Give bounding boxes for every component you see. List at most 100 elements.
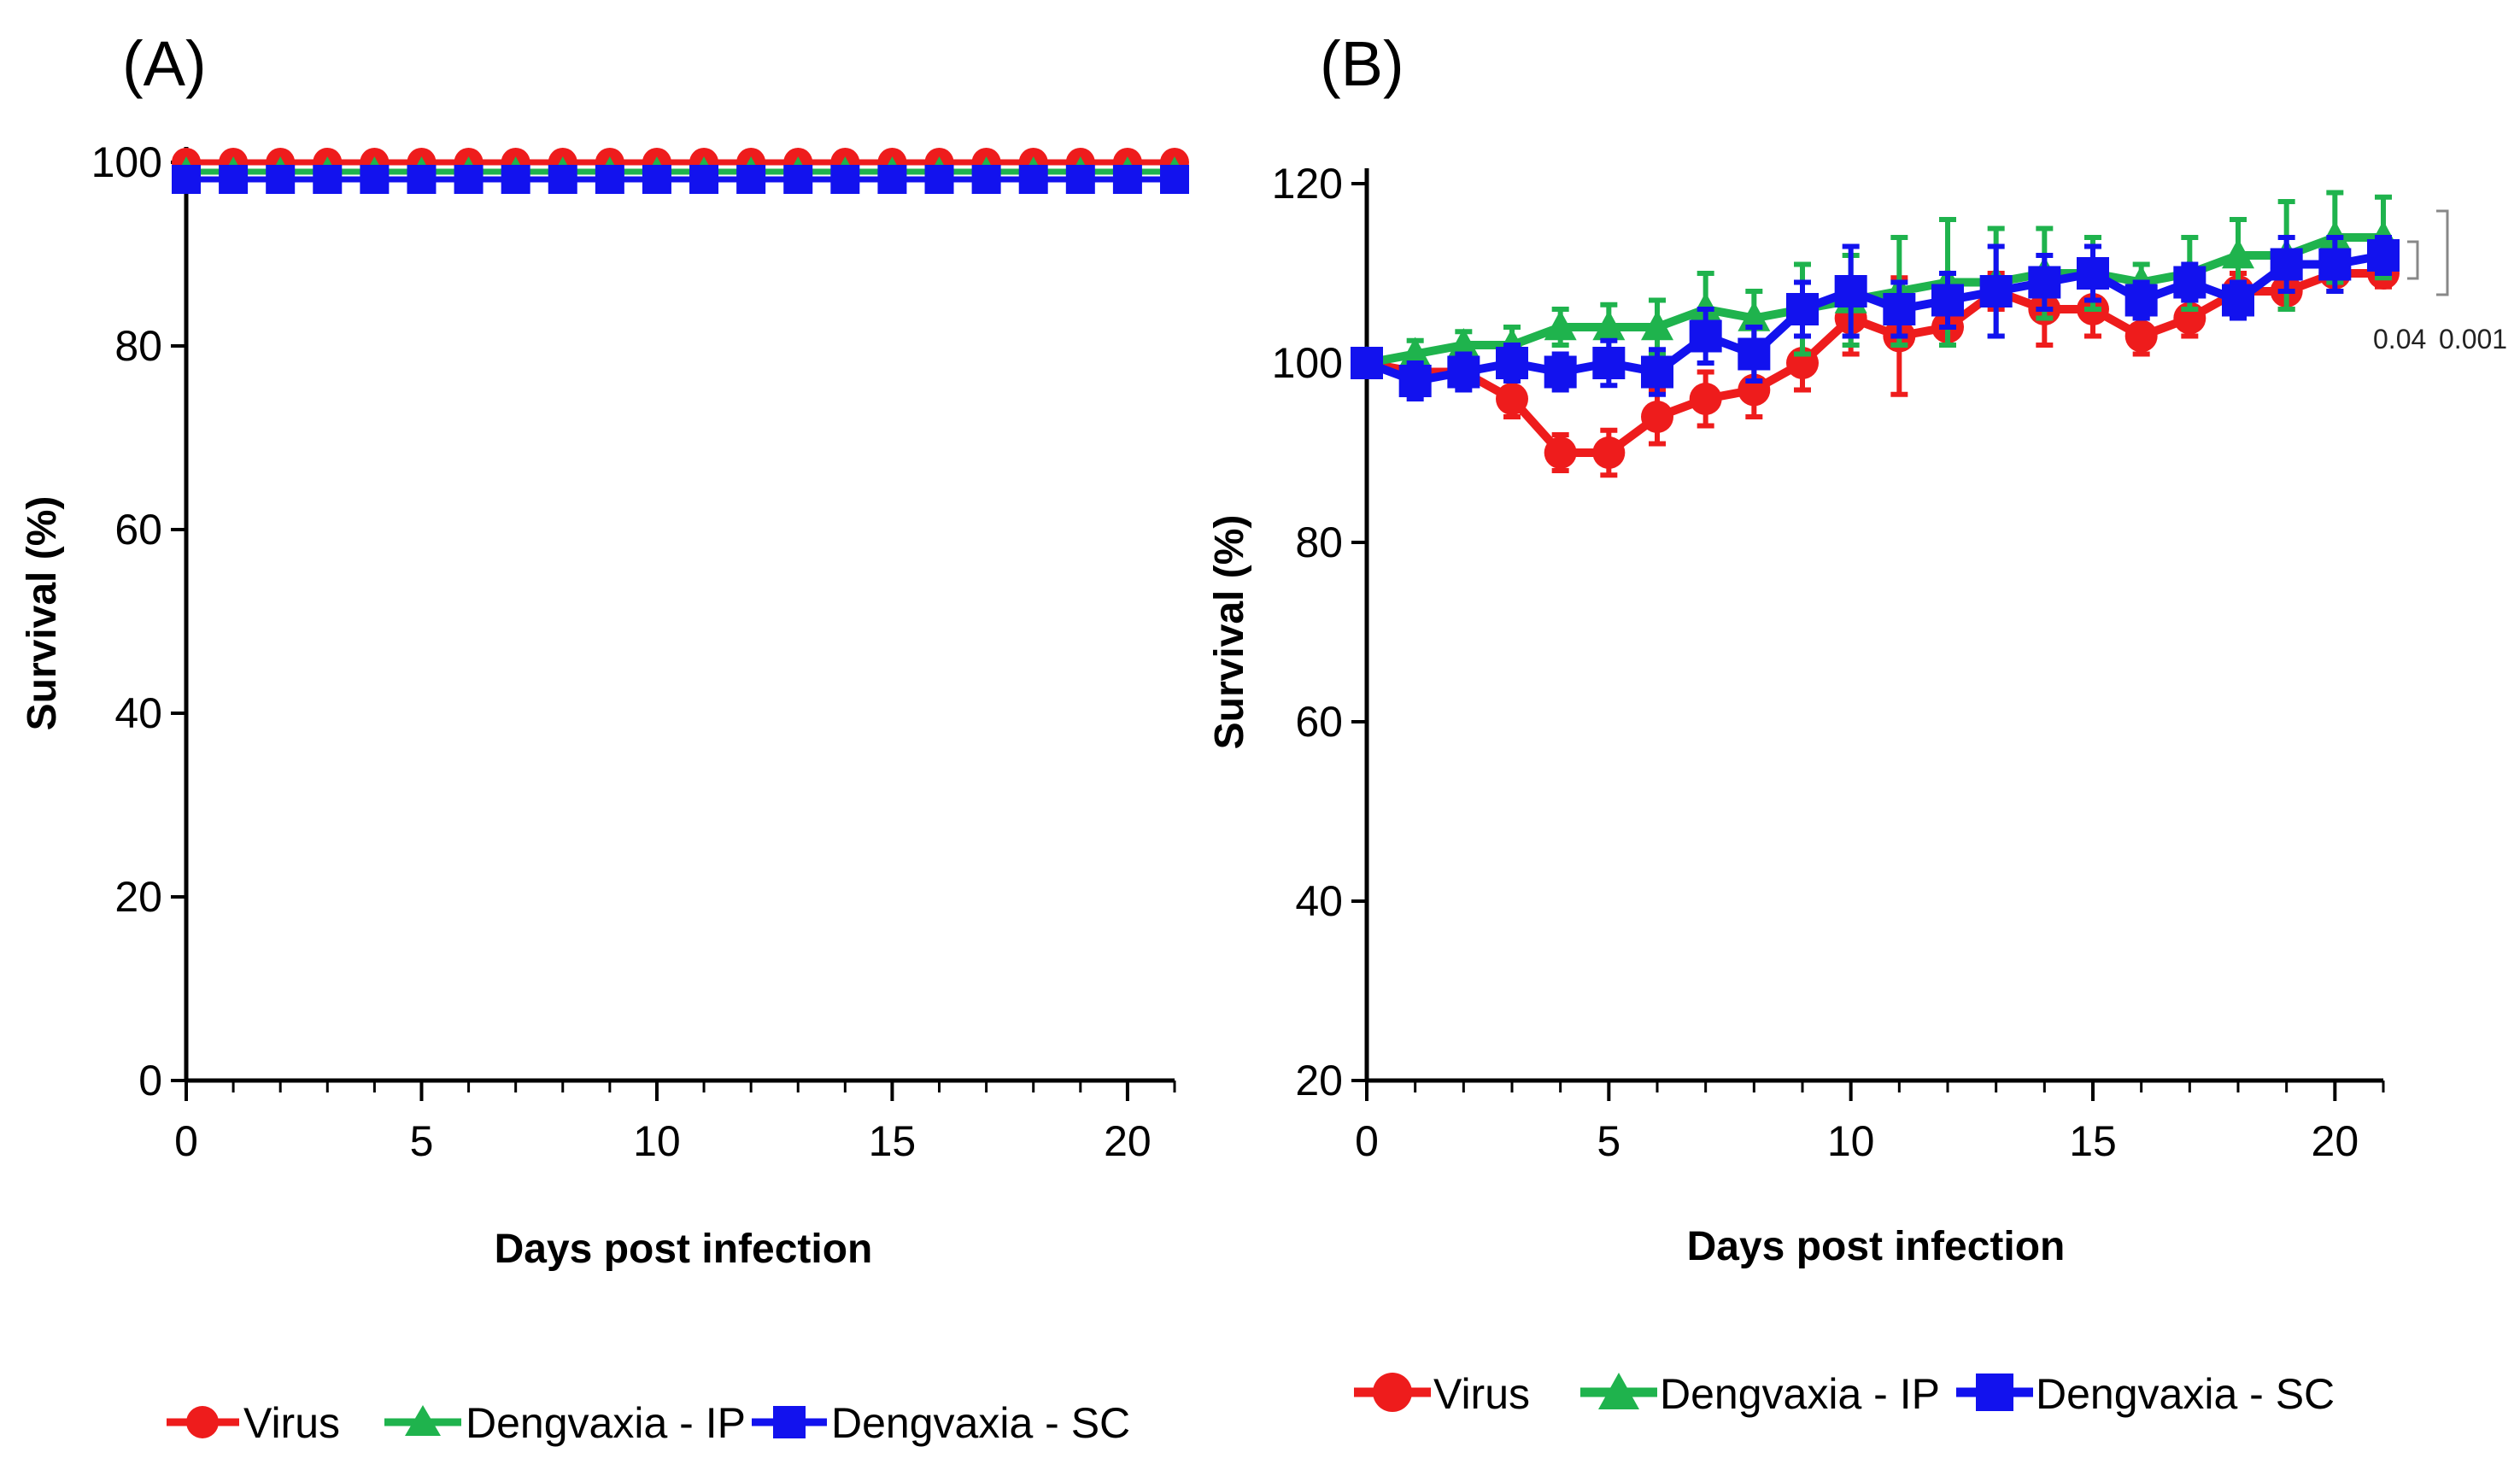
- panel-b-significance: 0.04 0.001: [2373, 209, 2507, 354]
- panel-a-point-square: [877, 165, 907, 194]
- panel-b-point-circle: [2124, 319, 2158, 353]
- panel-b-point-square: [1447, 355, 1480, 389]
- significance-bracket-inner: [2407, 240, 2419, 280]
- panel-b-point-square: [2318, 248, 2352, 281]
- panel-a-y-tick-label: 100: [91, 138, 162, 186]
- panel-b-point-square: [1931, 284, 1964, 317]
- panel-a-point-square: [266, 165, 296, 194]
- panel-a-x-tick-label: 15: [869, 1117, 917, 1165]
- p-value-0-04: 0.04: [2373, 324, 2426, 354]
- panel-a-legend-dengvaxia-sc: Dengvaxia - SC: [752, 1399, 1130, 1447]
- panel-b-y-axis-title: Survival (%): [1207, 515, 1252, 750]
- panel-b-y-tick-label: 40: [1295, 877, 1343, 925]
- panel-b-point-square: [2222, 284, 2254, 317]
- panel-b-x-axis-title: Days post infection: [1687, 1224, 2066, 1269]
- panel-a-point-square: [501, 165, 530, 194]
- panel-a-legend-virus: Virus: [167, 1399, 340, 1447]
- panel-b-point-square: [1398, 365, 1432, 397]
- panel-b-point-square: [1689, 319, 1722, 353]
- panel-b-point-square: [1834, 275, 1867, 308]
- legend-b-virus-label: Virus: [1433, 1370, 1530, 1418]
- panel-a-label: (A): [122, 28, 207, 99]
- panel-b-line-square: [1365, 251, 2384, 385]
- panel-a-point-square: [454, 165, 483, 194]
- panel-a-point-square: [595, 165, 624, 194]
- panel-b-y-tick-label: 20: [1295, 1057, 1343, 1104]
- panel-a-series: [172, 148, 1189, 194]
- panel-a-point-square: [219, 165, 249, 194]
- legend-b-sc-label: Dengvaxia - SC: [2036, 1370, 2335, 1418]
- panel-a-point-square: [313, 165, 343, 194]
- panel-a-point-square: [736, 165, 766, 194]
- panel-b-point-triangle: [1544, 310, 1577, 341]
- panel-b-x-tick-label: 20: [2312, 1117, 2359, 1165]
- panel-b-point-square: [2028, 266, 2061, 299]
- panel-a-legend-dengvaxia-ip: Dengvaxia - IP: [384, 1399, 746, 1447]
- panel-b-legend-dengvaxia-ip: Dengvaxia - IP: [1580, 1370, 1940, 1418]
- panel-b: (B) Survival (%) Days post infection 20 4…: [1207, 28, 2507, 1418]
- panel-b-series-square: [1351, 235, 2400, 401]
- panel-a-y-tick-label: 0: [138, 1057, 162, 1104]
- legend-sc-label: Dengvaxia - SC: [831, 1399, 1130, 1447]
- panel-b-point-square: [2270, 248, 2303, 281]
- panel-a-point-square: [407, 165, 437, 194]
- panel-a-axes: 0 20 40 60 80 100 0 5 10 15 20: [91, 138, 1176, 1165]
- panel-a-point-square: [172, 165, 201, 194]
- panel-a-x-tick-label: 20: [1104, 1117, 1152, 1165]
- legend-virus-circle-marker: [186, 1406, 219, 1438]
- panel-b-y-tick-label: 120: [1272, 160, 1343, 208]
- panel-b-point-triangle: [1398, 337, 1432, 367]
- panel-a-point-square: [1018, 165, 1048, 194]
- panel-b-point-square: [2124, 284, 2158, 317]
- panel-a-y-tick-label: 80: [114, 322, 162, 370]
- panel-b-point-square: [2173, 266, 2206, 299]
- panel-b-y-tick-label: 60: [1295, 698, 1343, 746]
- panel-a-x-tick-label: 0: [174, 1117, 198, 1165]
- panel-a-y-tick-label: 20: [114, 873, 162, 921]
- panel-b-point-square: [2367, 239, 2400, 272]
- legend-ip-label: Dengvaxia - IP: [466, 1399, 746, 1447]
- legend-b-ip-label: Dengvaxia - IP: [1660, 1370, 1940, 1418]
- significance-bracket-outer: [2436, 209, 2449, 296]
- panel-a-point-square: [548, 165, 577, 194]
- panel-b-axes: 20 40 60 80 100 120 0 5 10 15 20: [1272, 160, 2385, 1165]
- panel-a-point-square: [1065, 165, 1095, 194]
- panel-a-x-tick-label: 5: [410, 1117, 434, 1165]
- panel-a-point-square: [1160, 165, 1189, 194]
- panel-b-point-square: [2077, 257, 2109, 290]
- panel-a-y-axis-title: Survival (%): [20, 496, 65, 731]
- legend-b-virus-circle-marker: [1373, 1373, 1412, 1412]
- panel-b-legend-dengvaxia-sc: Dengvaxia - SC: [1956, 1370, 2335, 1418]
- panel-a-point-square: [1112, 165, 1142, 194]
- panel-b-legend: Virus Dengvaxia - IP Dengvaxia - SC: [1354, 1370, 2335, 1418]
- panel-b-point-square: [1979, 275, 2013, 308]
- panel-a-point-square: [642, 165, 671, 194]
- panel-a-point-square: [971, 165, 1001, 194]
- panel-b-point-circle: [1592, 436, 1626, 469]
- panel-b-point-triangle: [1592, 310, 1626, 341]
- panel-b-point-square: [1641, 355, 1673, 389]
- panel-a-y-tick-label: 40: [114, 689, 162, 737]
- panel-a-legend: Virus Dengvaxia - IP Dengvaxia - SC: [167, 1399, 1130, 1447]
- panel-b-x-tick-label: 0: [1355, 1117, 1379, 1165]
- panel-b-point-square: [1496, 347, 1528, 379]
- panel-b-y-tick-label: 80: [1295, 518, 1343, 566]
- panel-b-label: (B): [1320, 28, 1404, 99]
- panel-b-x-tick-label: 15: [2069, 1117, 2117, 1165]
- panel-b-point-square: [1544, 355, 1577, 389]
- panel-a-x-tick-label: 10: [633, 1117, 681, 1165]
- panel-b-legend-virus: Virus: [1354, 1370, 1530, 1418]
- legend-virus-label: Virus: [243, 1399, 340, 1447]
- panel-a-x-axis-title: Days post infection: [495, 1227, 873, 1272]
- panel-b-point-triangle: [2222, 238, 2254, 269]
- panel-a-series-square: [172, 165, 1189, 194]
- panel-a: (A) Survival (%) Days post infection 0 20…: [20, 28, 1189, 1447]
- panel-a-point-square: [783, 165, 813, 194]
- panel-b-point-triangle: [1641, 310, 1673, 341]
- legend-sc-square-marker: [773, 1406, 806, 1438]
- panel-b-point-triangle: [1738, 301, 1771, 331]
- panel-a-y-tick-label: 60: [114, 506, 162, 554]
- legend-b-sc-square-marker: [1976, 1374, 2013, 1411]
- panel-b-point-circle: [1689, 383, 1722, 415]
